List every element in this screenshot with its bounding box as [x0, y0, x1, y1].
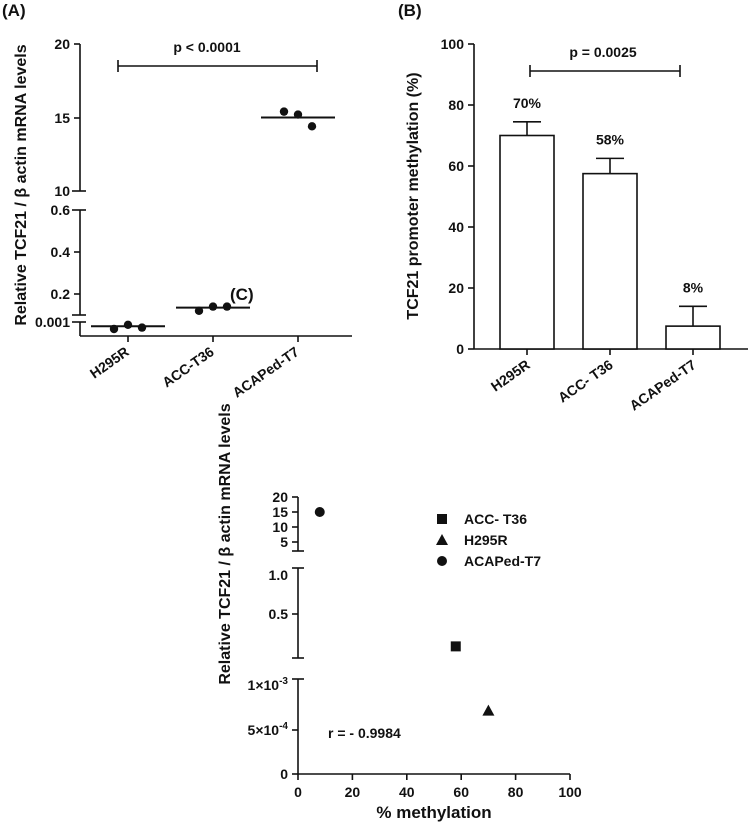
panel-a-y-tick-label: 0.6 [51, 202, 71, 218]
panel-c-correlation: r = - 0.9984 [328, 725, 401, 741]
panel-a-y-tick-label: 0.4 [51, 244, 71, 260]
legend-label-h295r: H295R [464, 532, 508, 548]
panel-a-y-tick-label: 0.2 [51, 286, 71, 302]
panel-c-x-ticks: 0 20 40 60 80 100 [294, 774, 582, 800]
legend-circle-marker [437, 556, 447, 566]
panel-c-x-tick-label: 20 [345, 784, 361, 800]
panel-c-y-tick-label: 20 [272, 489, 288, 505]
scatter-point-square [450, 641, 461, 652]
panel-a-label: (A) [2, 1, 26, 20]
panel-a-y-tick-label: 10 [54, 183, 70, 199]
data-point [137, 323, 147, 332]
panel-c-tick-exponent: -4 [279, 721, 288, 732]
panel-b-y-axis-label: TCF21 promoter methylation (%) [405, 72, 422, 319]
panel-a-y-tick-label: 20 [54, 36, 70, 52]
panel-c-y-tick-label: 1×10-3 [248, 676, 289, 693]
panel-b-y-tick-label: 20 [448, 280, 464, 296]
panel-c-tick-mantissa: 5×10 [248, 722, 280, 738]
panel-c-legend: ACC- T36 H295R ACAPed-T7 [436, 511, 541, 569]
panel-a-x-tick-label: ACC-T36 [159, 343, 217, 390]
panel-c-y-tick-label: 1.0 [269, 567, 289, 583]
panel-c-y-tick-label: 10 [272, 519, 288, 535]
panel-b-y-tick-label: 100 [441, 36, 465, 52]
panel-a-p-value: p < 0.0001 [173, 39, 241, 55]
panel-b-p-value: p = 0.0025 [569, 44, 637, 60]
bar [665, 325, 721, 350]
panel-a-marks [91, 107, 335, 334]
panel-a-y-tick-label: 0.001 [35, 314, 70, 330]
panel-b: (B) TCF21 promoter methylation (%) 0 20 40… [398, 1, 748, 414]
panel-b-label: (B) [398, 1, 422, 20]
data-point [307, 122, 317, 131]
panel-c-x-tick-label: 60 [453, 784, 469, 800]
panel-c-x-tick-label: 80 [508, 784, 524, 800]
scatter-point-circle [314, 507, 325, 517]
panel-a-y-axis-label: Relative TCF21 / β actin mRNA levels [13, 44, 30, 325]
panel-b-y-tick-label: 40 [448, 219, 464, 235]
legend-triangle-marker [436, 534, 448, 545]
legend-label-acaped-t7: ACAPed-T7 [464, 553, 541, 569]
panel-c-x-axis-label: % methylation [376, 803, 491, 822]
data-point [208, 302, 218, 311]
bar [499, 134, 555, 350]
panel-c-y-tick-label: 0 [280, 766, 288, 782]
bar-data-label: 70% [513, 95, 542, 111]
panel-c-tick-exponent: -3 [279, 676, 288, 687]
panel-a: (A) Relative TCF21 / β actin mRNA levels… [2, 1, 352, 401]
panel-c-y-axis-label: Relative TCF21 / β actin mRNA levels [217, 403, 234, 684]
panel-c-label: (C) [230, 285, 254, 304]
panel-c-y-tick-label: 5×10-4 [248, 721, 289, 738]
panel-b-y-ticks: 0 20 40 60 80 100 [441, 36, 474, 357]
panel-b-y-tick-label: 80 [448, 97, 464, 113]
panel-b-x-tick-label: H295R [488, 356, 533, 394]
data-point [279, 107, 289, 116]
panel-c-y-tick-label: 5 [280, 534, 288, 550]
panel-c-points [314, 507, 495, 716]
panel-c-y-tick-label: 0.5 [269, 606, 289, 622]
data-point [194, 306, 204, 315]
panel-b-bars: 70% H295R 58% ACC- T36 8% ACAPed-T7 [488, 95, 721, 414]
bar-data-label: 8% [683, 279, 704, 295]
panel-c: (C) Relative TCF21 / β actin mRNA levels… [217, 285, 582, 822]
panel-b-y-tick-label: 0 [456, 341, 464, 357]
panel-c-x-tick-label: 0 [294, 784, 302, 800]
legend-label-acc-t36: ACC- T36 [464, 511, 527, 527]
panel-a-x-tick-label: H295R [87, 343, 132, 381]
bar-data-label: 58% [596, 131, 625, 147]
legend-square-marker [437, 514, 447, 524]
panel-c-y-tick-label: 15 [272, 504, 288, 520]
panel-b-x-tick-label: ACC- T36 [555, 356, 616, 405]
bar [582, 172, 638, 350]
panel-a-x-tick-label: ACAPed-T7 [229, 343, 301, 400]
panel-c-x-tick-label: 40 [399, 784, 415, 800]
panel-c-x-tick-label: 100 [558, 784, 582, 800]
panel-b-x-tick-label: ACAPed-T7 [626, 356, 698, 413]
data-point [222, 302, 232, 311]
panel-a-y-tick-label: 15 [54, 110, 70, 126]
data-point [109, 324, 119, 334]
data-point [293, 110, 303, 119]
data-point [123, 320, 133, 329]
scatter-point-triangle [482, 704, 495, 716]
panel-b-y-tick-label: 60 [448, 158, 464, 174]
panel-c-tick-mantissa: 1×10 [248, 677, 280, 693]
